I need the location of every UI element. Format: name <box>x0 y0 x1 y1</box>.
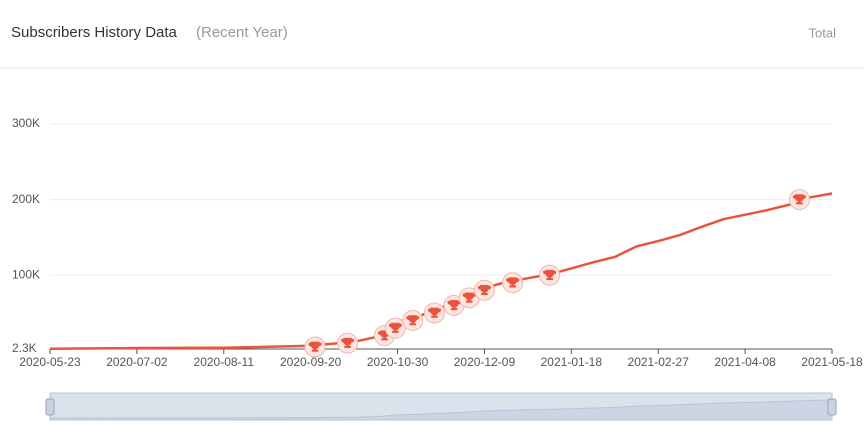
milestone-marker <box>423 302 445 324</box>
milestone-marker <box>384 317 406 339</box>
slider-handle[interactable] <box>827 398 837 416</box>
trophy-icon <box>341 337 355 348</box>
mode-button[interactable]: Total <box>809 25 837 40</box>
slider-handle[interactable] <box>45 398 55 416</box>
x-tick-label: 2020-10-30 <box>367 355 429 369</box>
x-tick-label: 2021-04-08 <box>714 355 776 369</box>
series-line <box>49 192 833 351</box>
milestone-marker <box>539 264 561 286</box>
trophy-icon <box>462 292 476 303</box>
trophy-icon <box>792 194 806 205</box>
trophy-icon <box>308 341 322 352</box>
milestone-marker <box>502 272 524 294</box>
milestone-marker <box>337 332 359 354</box>
y-tick-label: 200K <box>12 192 40 206</box>
x-tick-label: 2020-07-02 <box>106 355 168 369</box>
milestone-marker <box>402 310 424 332</box>
y-tick-label: 2.3K <box>12 341 37 355</box>
milestone-marker <box>473 279 495 301</box>
x-tick-label: 2020-09-20 <box>280 355 342 369</box>
chart-subtitle: (Recent Year) <box>196 24 288 41</box>
milestone-marker <box>304 336 326 358</box>
y-tick-label: 100K <box>12 267 40 281</box>
slider-window <box>49 392 833 421</box>
x-tick-label: 2021-05-18 <box>801 355 863 369</box>
y-tick-label: 300K <box>12 116 40 130</box>
milestone-marker <box>443 294 465 316</box>
trophy-icon <box>506 277 520 288</box>
x-tick-label: 2021-02-27 <box>628 355 690 369</box>
chart-title: Subscribers History Data <box>11 24 178 41</box>
slider-preview <box>49 399 833 421</box>
x-tick-label: 2020-12-09 <box>454 355 516 369</box>
x-tick-label: 2020-08-11 <box>194 355 255 369</box>
x-tick-label: 2021-01-18 <box>541 355 603 369</box>
trophy-icon <box>543 269 557 280</box>
trophy-icon <box>388 322 402 333</box>
trophy-icon <box>427 307 442 318</box>
trophy-icon <box>477 284 492 296</box>
trophy-icon <box>406 315 420 326</box>
x-tick-label: 2020-05-23 <box>19 355 81 369</box>
trophy-icon <box>447 300 461 311</box>
milestone-marker <box>788 189 810 211</box>
